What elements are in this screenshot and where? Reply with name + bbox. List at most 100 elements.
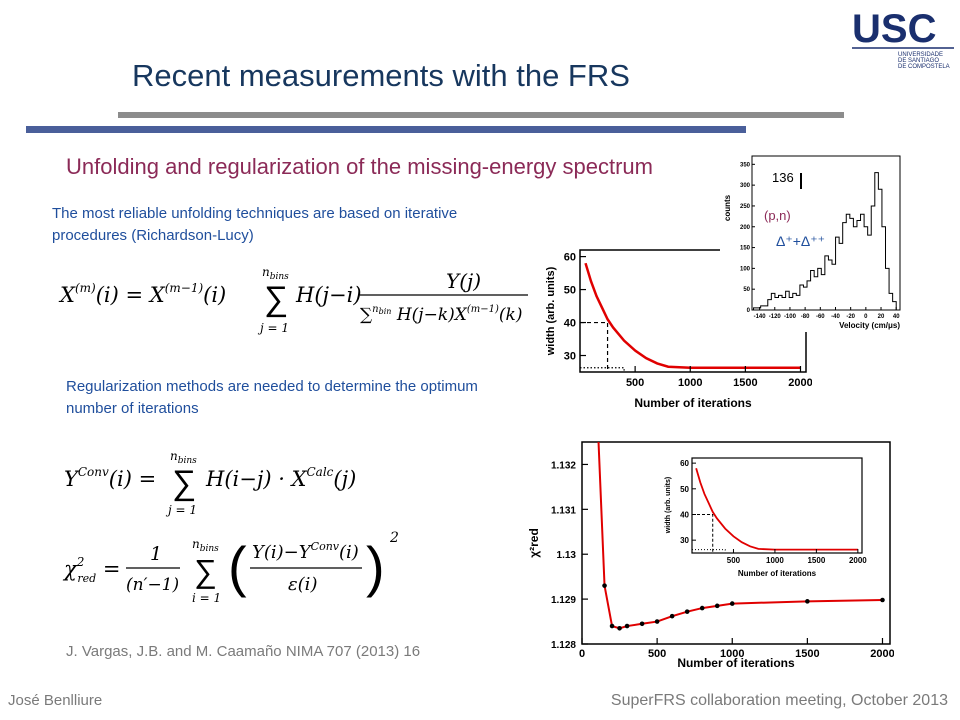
inset-ytick-0: 30 — [680, 536, 689, 545]
inset-ytick-2: 50 — [680, 485, 689, 494]
chart1-xtick-3: 2000 — [788, 377, 812, 389]
chart2-xtick-9: 40 — [893, 314, 900, 320]
chart3-point-11 — [805, 599, 810, 604]
svg-text:(: ( — [228, 535, 247, 598]
chart2-ytick-3: 150 — [740, 246, 751, 252]
chart3-point-2 — [617, 625, 622, 631]
chart2-xlabel: Velocity (cm/μs) — [839, 321, 900, 330]
chart3-point-4 — [639, 621, 645, 627]
svg-text:): ) — [366, 535, 385, 598]
chart3-ytick-3: 1.131 — [551, 505, 576, 516]
svg-text:H(j−i): H(j−i) — [295, 283, 362, 307]
chart2-xtick-1: -120 — [769, 314, 782, 320]
chart2-annotation-136: 136 — [772, 170, 794, 185]
svg-text:j = 1: j = 1 — [257, 321, 289, 335]
chart2-annotation-delta: Δ⁺+Δ⁺⁺ — [776, 233, 825, 249]
chart1-ytick-1: 40 — [564, 318, 576, 330]
chart2-xtick-8: 20 — [878, 314, 885, 320]
inset-xtick-0: 500 — [727, 556, 741, 565]
usc-logo-sub-3: DE COMPOSTELA — [898, 64, 950, 70]
chart1-xtick-2: 1500 — [733, 377, 757, 389]
svg-text:i = 1: i = 1 — [192, 591, 221, 605]
chart2-ytick-2: 100 — [740, 266, 751, 272]
inset-ytick-1: 40 — [680, 510, 689, 519]
svg-text:Y(j): Y(j) — [446, 269, 481, 293]
chart2-xtick-0: -140 — [754, 314, 767, 320]
inset-ytick-3: 60 — [680, 459, 689, 468]
chart1-xtick-1: 1000 — [678, 377, 702, 389]
chart3-point-10 — [729, 601, 735, 606]
chart3-point-0 — [602, 583, 607, 588]
chart2-ytick-7: 350 — [740, 162, 751, 168]
chart3-ytick-4: 1.132 — [551, 460, 576, 471]
citation: J. Vargas, J.B. and M. Caamaño NIMA 707 … — [66, 643, 421, 660]
svg-text:Y(i)−YConv(i): Y(i)−YConv(i) — [252, 540, 359, 563]
chart2-xtick-3: -80 — [801, 314, 810, 320]
chart3-ytick-2: 1.13 — [557, 550, 577, 561]
chart1-ytick-0: 30 — [564, 351, 576, 363]
chart1-dashed-guide — [580, 321, 609, 372]
paragraph-richardson-lucy: The most reliable unfolding techniques a… — [52, 205, 458, 244]
chart3-point-5 — [654, 619, 660, 624]
chart2-ytick-1: 50 — [743, 287, 750, 293]
svg-text:X(m)(i) = X(m−1)(i): X(m)(i) = X(m−1)(i) — [58, 281, 226, 307]
footer-meeting: SuperFRS collaboration meeting, October … — [610, 692, 948, 709]
chart-velocity-spectrum: -140 -120 -100 -80 -60 -40 -20 0 20 40 0 50 100 150 20… — [720, 148, 904, 332]
svg-text:H(i−j) · XCalc(j): H(i−j) · XCalc(j) — [205, 465, 356, 491]
chart3-xtick-0: 0 — [579, 648, 585, 660]
chart1-series-line — [584, 262, 801, 369]
svg-text:ε(i): ε(i) — [288, 574, 317, 595]
chart2-ytick-5: 250 — [740, 204, 751, 210]
chart3-xtick-3: 1500 — [795, 648, 819, 660]
chart3-xtick-4: 2000 — [870, 648, 894, 660]
equation-convolution: YConv(i) = ∑ nbins j = 1 H(i−j) · XCalc(… — [64, 449, 356, 517]
inset-xtick-3: 2000 — [849, 556, 867, 565]
title-rule-top — [118, 112, 844, 118]
chart2-xtick-5: -40 — [831, 314, 840, 320]
svg-text:∑: ∑ — [194, 553, 217, 589]
chart3-xlabel: Number of iterations — [677, 656, 795, 670]
svg-text:j = 1: j = 1 — [165, 503, 197, 517]
chart2-ytick-6: 300 — [740, 183, 751, 189]
svg-text:χ2red =: χ2 red = — [62, 555, 120, 585]
chart2-xtick-2: -100 — [784, 314, 797, 320]
footer-author: José Benlliure — [8, 692, 103, 709]
chart3-xtick-1: 500 — [648, 648, 666, 660]
chart3-inset: 500 1000 1500 2000 30 40 50 60 Number of iterat… — [665, 457, 867, 578]
equation-chi2: χ2 red = 1 (n′−1) ∑ nbins i = 1 ( Y(i)−YC… — [62, 530, 399, 605]
svg-text:YConv(i) =: YConv(i) = — [64, 465, 156, 491]
chart3-point-8 — [699, 605, 705, 611]
chart1-xlabel: Number of iterations — [634, 396, 752, 410]
section-subtitle: Unfolding and regularization of the miss… — [66, 154, 653, 179]
inset-xtick-1: 1000 — [766, 556, 784, 565]
chart2-xtick-6: -20 — [846, 314, 855, 320]
chart2-background — [720, 148, 904, 332]
equation-richardson-lucy: X(m)(i) = X(m−1)(i) ∑ nbins j = 1 H(j−i)… — [58, 265, 528, 335]
svg-text:∑nbin H(j−k)X(m−1)(k): ∑nbin H(j−k)X(m−1)(k) — [360, 304, 522, 325]
svg-text:nbins: nbins — [192, 537, 219, 554]
title-rule-bottom — [26, 126, 746, 133]
chart3-ytick-1: 1.129 — [551, 595, 576, 606]
inset-ylabel: width (arb. units) — [665, 477, 672, 534]
usc-logo: USC UNIVERSIDADE DE SANTIAGO DE COMPOSTE… — [852, 7, 954, 70]
chart1-xtick-0: 500 — [626, 377, 644, 389]
chart2-annotation-pn: (p,n) — [764, 208, 791, 223]
chart3-point-3 — [624, 623, 630, 629]
chart2-xtick-4: -60 — [816, 314, 825, 320]
chart2-histogram — [753, 172, 897, 310]
paragraph-regularization: Regularization methods are needed to det… — [66, 378, 478, 417]
svg-text:∑: ∑ — [172, 464, 196, 502]
chart3-point-1 — [609, 623, 615, 629]
chart3-point-12 — [880, 597, 885, 603]
chart3-frame — [581, 441, 891, 645]
chart2-ytick-4: 200 — [740, 225, 751, 231]
svg-text:2: 2 — [389, 530, 399, 546]
chart3-point-9 — [714, 603, 720, 609]
usc-logo-sub-1: UNIVERSIDADE — [898, 52, 943, 58]
chart3-point-6 — [669, 613, 675, 619]
chart2-ytick-0: 0 — [747, 308, 751, 314]
chart1-dotted-guide — [580, 367, 625, 372]
chart1-ytick-3: 60 — [564, 252, 576, 264]
svg-text:1: 1 — [150, 543, 162, 565]
